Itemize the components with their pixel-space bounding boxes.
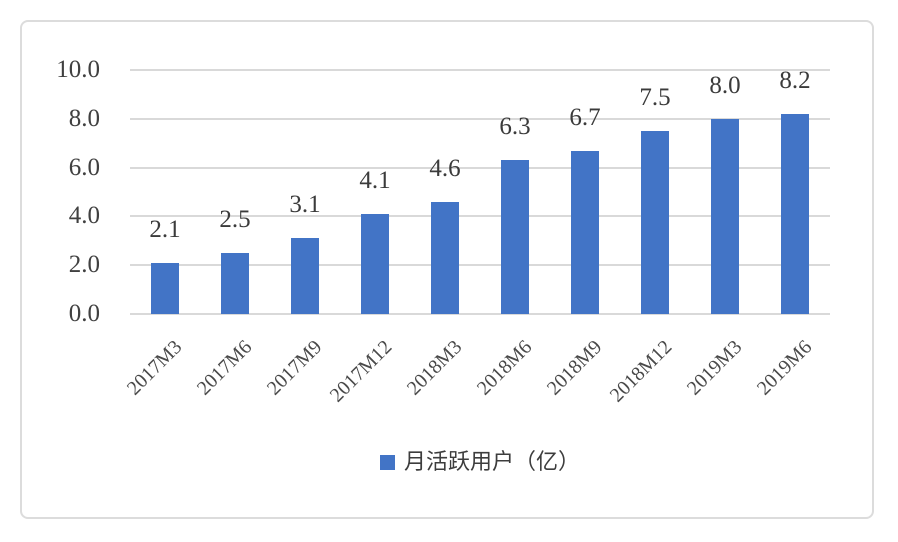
bar-value-label-2018M3: 4.6 <box>429 154 461 182</box>
bar-value-label-2017M9: 3.1 <box>289 191 321 219</box>
y-axis-tick-label: 4.0 <box>68 202 100 230</box>
bar-2017M6 <box>221 253 249 314</box>
gridline-y-10.0 <box>130 69 830 71</box>
legend: 月活跃用户（亿） <box>130 448 830 476</box>
legend-label: 月活跃用户（亿） <box>403 449 580 474</box>
gridline-y-0.0 <box>130 313 830 315</box>
gridline-y-6.0 <box>130 166 830 169</box>
y-axis-tick-label: 0.0 <box>68 300 100 327</box>
bar-2019M3 <box>711 118 739 314</box>
bar-value-label-2018M12: 7.5 <box>639 84 671 111</box>
bar-value-label-2017M6: 2.5 <box>219 206 251 233</box>
bar-2018M6 <box>501 160 529 314</box>
bar-2017M3 <box>151 262 179 314</box>
bar-value-label-2018M6: 6.3 <box>499 113 531 141</box>
bar-value-label-2019M6: 8.2 <box>779 66 811 94</box>
y-axis-tick-label: 2.0 <box>68 251 100 279</box>
y-axis-tick-label: 6.0 <box>68 153 100 181</box>
gridline-y-8.0 <box>130 117 830 120</box>
bar-value-label-2017M12: 4.1 <box>359 166 391 194</box>
y-axis-tick-label: 8.0 <box>68 104 100 132</box>
bar-value-label-2018M9: 6.7 <box>569 103 601 131</box>
bar-2018M3 <box>431 201 459 314</box>
bar-2017M9 <box>291 238 319 314</box>
bar-2017M12 <box>361 213 389 314</box>
gridline-y-4.0 <box>130 215 830 218</box>
bar-value-label-2019M3: 8.0 <box>709 71 741 99</box>
bar-2018M9 <box>571 150 599 314</box>
bar-2019M6 <box>781 113 809 314</box>
y-axis-tick-label: 10.0 <box>56 56 100 83</box>
bar-value-label-2017M3: 2.1 <box>149 215 181 243</box>
gridline-y-2.0 <box>130 264 830 267</box>
bar-2018M12 <box>641 131 669 314</box>
legend-marker-square <box>379 454 395 470</box>
